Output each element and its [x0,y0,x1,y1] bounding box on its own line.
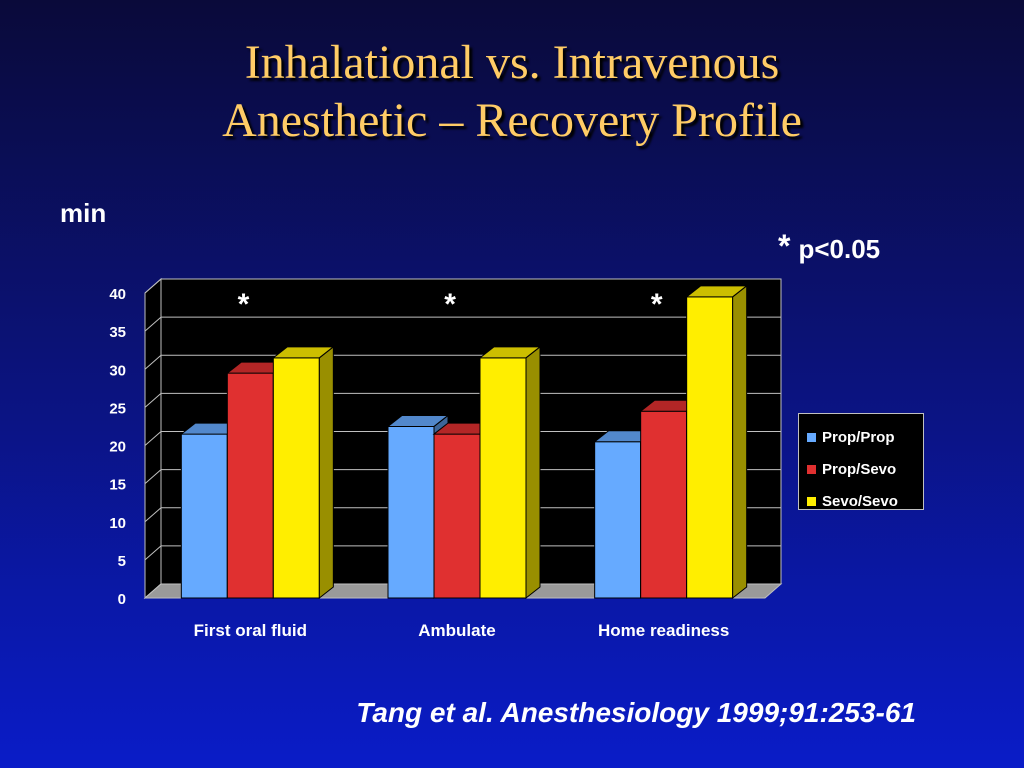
gridline [144,469,781,485]
x-category-label: Ambulate [418,621,495,640]
title-line-2: Anesthetic – Recovery Profile [222,94,802,147]
y-tick-label: 30 [109,362,126,379]
y-tick-label: 25 [109,400,126,417]
significance-star: * [238,288,250,321]
bar-top [478,346,542,359]
x-category-label: Home readiness [598,621,729,640]
y-tick-label: 15 [109,477,126,494]
gridline [144,354,781,370]
legend-label: Sevo/Sevo [822,492,898,510]
x-category-label: First oral fluid [194,621,307,640]
bar-ambulate-sevo-sevo [478,345,542,600]
y-axis-unit-label: min [60,198,107,228]
bar-front [686,296,734,599]
bar-side [525,345,541,600]
chart-legend: Prop/Prop Prop/Sevo Sevo/Sevo [798,413,924,510]
gridline [144,392,781,408]
bar-top [271,346,335,359]
y-tick-label: 5 [118,553,126,570]
bar-first-oral-fluid-sevo-sevo [271,345,335,600]
bar-front [640,410,688,599]
y-tick-label: 10 [109,515,126,532]
bar-side [318,345,334,600]
bar-side [732,284,748,600]
legend-item-sevo-sevo: Sevo/Sevo [807,485,923,517]
legend-swatch [807,432,816,442]
y-tick-label: 20 [109,439,126,456]
y-tick-label: 0 [118,591,126,608]
gridline [144,316,781,332]
bar-front [479,357,527,599]
significance-symbol: * [778,228,791,264]
legend-swatch [807,496,816,506]
legend-item-prop-sevo: Prop/Sevo [807,453,923,485]
gridline [144,278,781,294]
y-tick-label: 40 [109,286,126,303]
gridline [144,507,781,523]
legend-item-prop-prop: Prop/Prop [807,421,923,453]
significance-label: p<0.05 [798,234,881,264]
bar-home-readiness-sevo-sevo [685,284,749,600]
gridline [144,545,781,561]
legend-label: Prop/Prop [822,428,895,446]
slide-title: Inhalational vs. Intravenous Anesthetic … [0,34,1024,150]
bar-top [386,414,450,427]
bar-top [685,285,749,298]
significance-star: * [444,288,456,321]
bar-front [272,357,320,599]
bar-front [594,441,642,599]
bar-front [433,433,481,599]
bar-front [180,433,228,599]
title-line-1: Inhalational vs. Intravenous [244,36,780,89]
y-tick-label: 35 [109,324,126,341]
bar-front [387,425,435,599]
bar-front [226,372,274,599]
gridline [144,431,781,446]
legend-label: Prop/Sevo [822,460,897,478]
legend-swatch [807,464,816,474]
significance-note: * p<0.05 [778,228,881,271]
significance-star: * [651,288,663,321]
citation: Tang et al. Anesthesiology 1999;91:253-6… [356,697,916,728]
